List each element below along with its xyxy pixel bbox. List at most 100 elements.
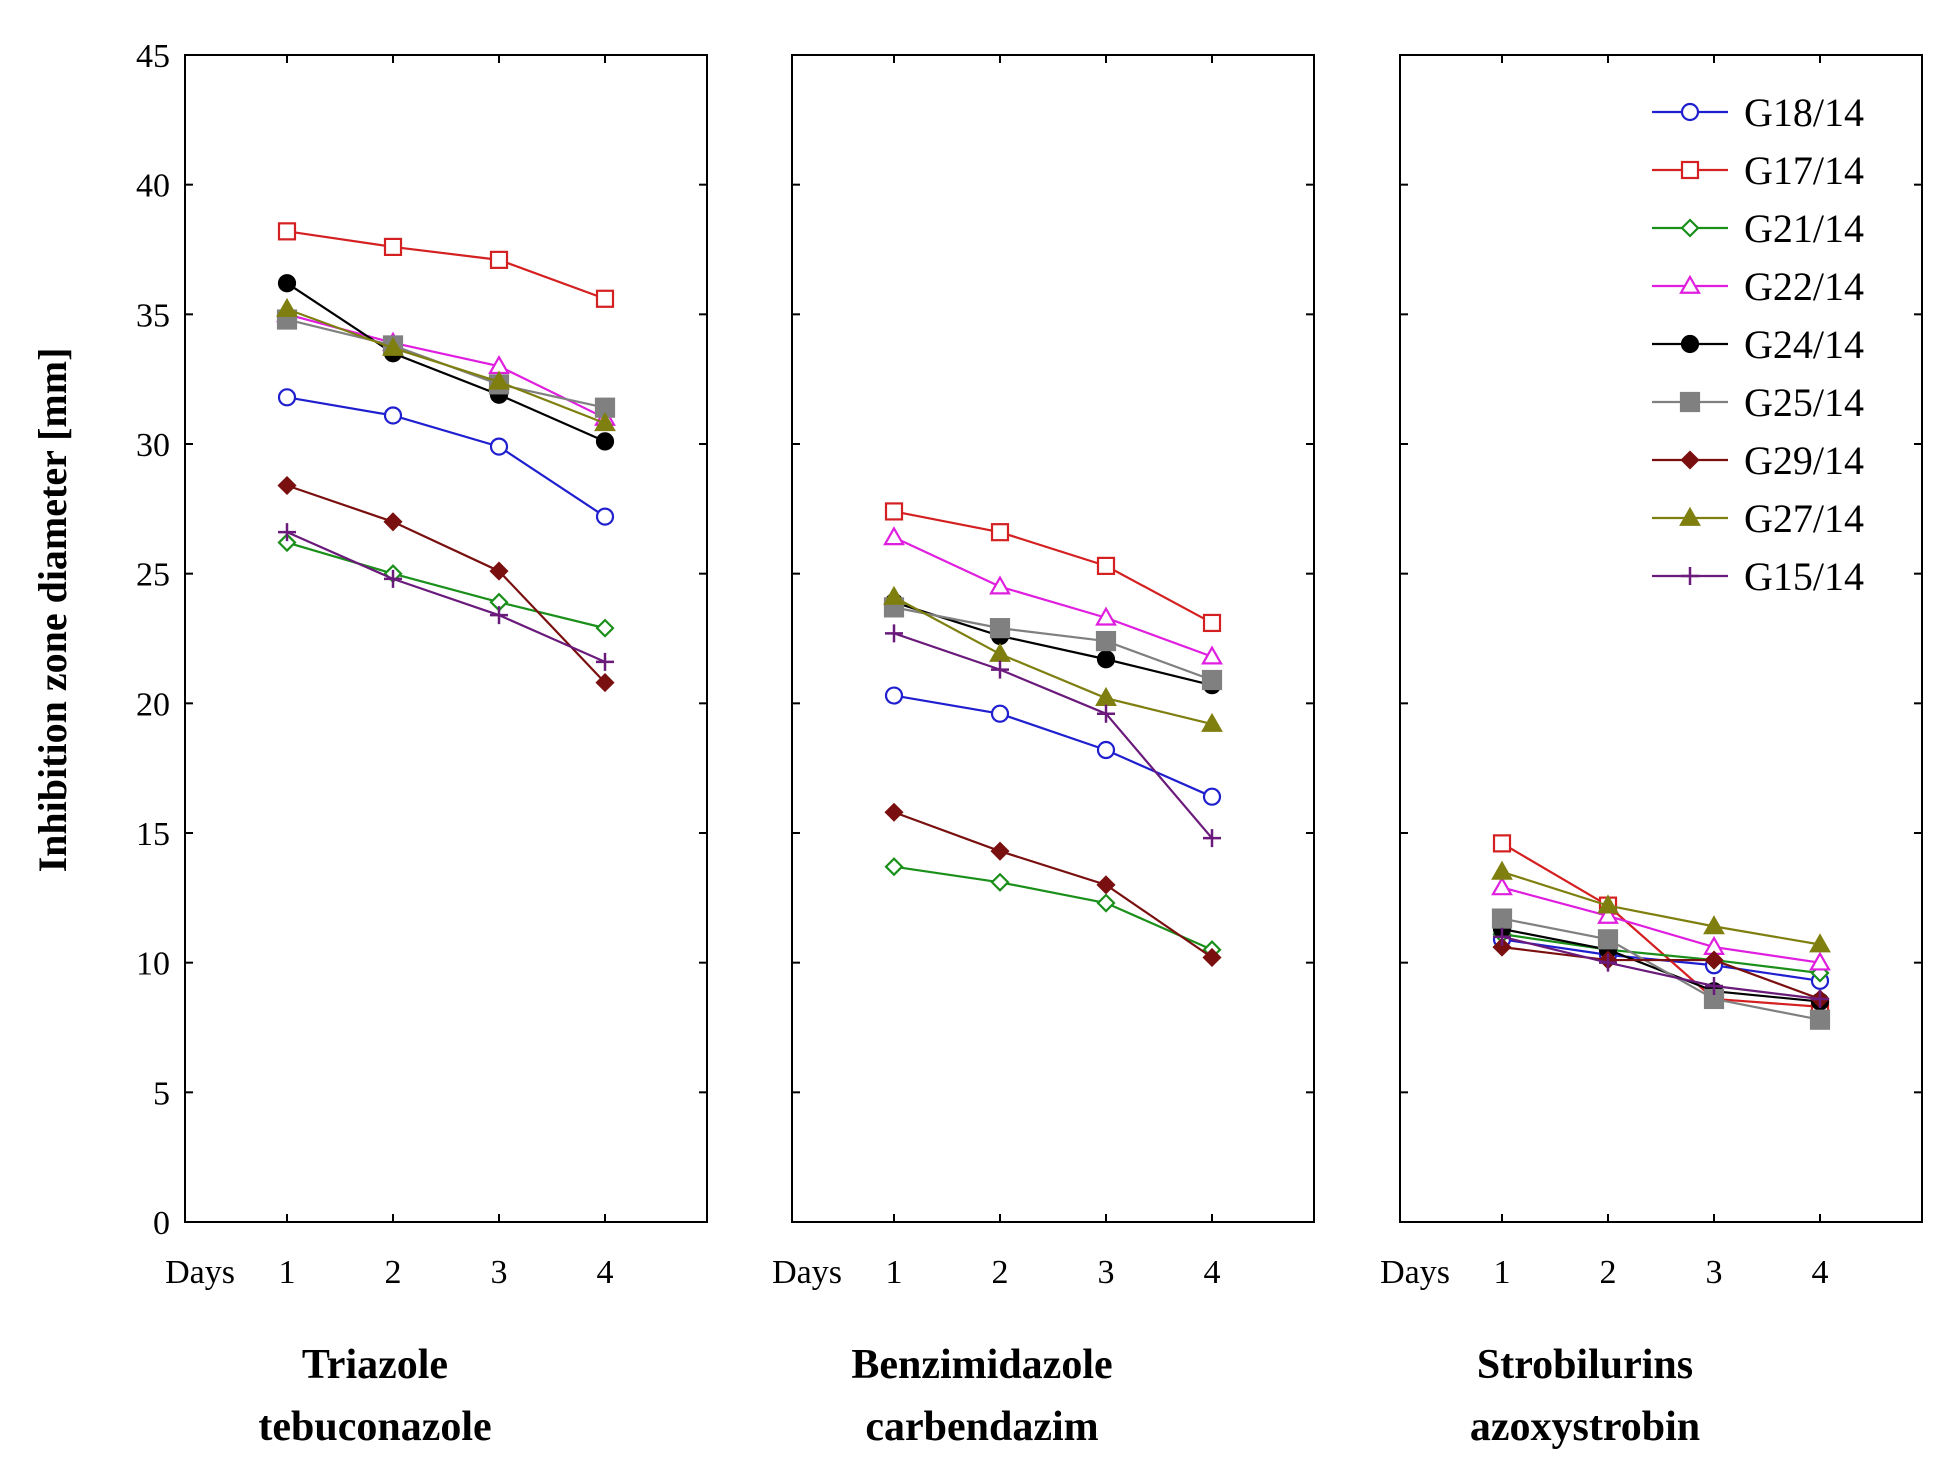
legend-marker	[1681, 567, 1699, 585]
data-point	[1096, 740, 1116, 760]
series-G15-14	[278, 523, 614, 671]
legend-label: G27/14	[1744, 496, 1864, 541]
data-point	[989, 618, 1011, 639]
x-axis-days-label: Days	[165, 1254, 235, 1291]
x-tick-label: 4	[1204, 1254, 1221, 1291]
series-line	[1501, 842, 1821, 1008]
panels-group: 0 5 10 15 20 25 30 35 40 45 1 2 3 4 Days Triazole tebuco…	[136, 38, 1923, 1450]
data-point	[1491, 860, 1513, 880]
series-G27-14	[1491, 860, 1831, 953]
data-point	[1097, 704, 1115, 723]
series-line	[286, 230, 606, 300]
panel-title-line1: Benzimidazole	[851, 1342, 1112, 1388]
data-point	[1203, 829, 1221, 848]
data-point	[1202, 947, 1222, 968]
legend-item-G18-14: G18/14	[1652, 90, 1864, 135]
data-point	[1201, 645, 1223, 665]
series-line	[286, 313, 606, 420]
data-point	[277, 222, 297, 241]
legend-marker	[1680, 160, 1700, 180]
panel-3: 1 2 3 4 Days Strobilurins azoxystrobin	[1380, 54, 1923, 1450]
data-point	[277, 532, 297, 553]
series-line	[1501, 870, 1821, 946]
legend-item-G27-14: G27/14	[1652, 496, 1864, 541]
legend-marker	[1679, 274, 1701, 294]
legend-label: G15/14	[1744, 554, 1864, 599]
data-point	[1096, 556, 1116, 575]
y-tick-label: 25	[136, 557, 170, 594]
data-point	[885, 624, 903, 643]
x-axis-days-label: Days	[1380, 1254, 1450, 1291]
data-point	[383, 406, 403, 425]
data-point	[489, 437, 509, 456]
data-point	[990, 841, 1010, 861]
x-axis-days-label: Days	[772, 1254, 842, 1291]
series-line	[1501, 933, 1821, 975]
series-line	[286, 396, 606, 518]
series-line	[1501, 935, 1821, 1001]
data-point	[595, 289, 615, 308]
plot-frame	[184, 54, 708, 1223]
data-point	[989, 575, 1011, 595]
series-line	[286, 541, 606, 630]
y-axis-label: Inhibition zone diameter [mm]	[30, 348, 75, 873]
data-point	[1809, 951, 1831, 971]
data-point	[990, 704, 1010, 723]
series-G17-14	[884, 502, 1222, 633]
data-point	[1202, 787, 1222, 806]
series-line	[893, 601, 1213, 687]
data-point	[1809, 933, 1831, 953]
series-G17-14	[277, 222, 615, 308]
x-tick-label: 4	[597, 1254, 614, 1291]
data-point	[884, 502, 904, 521]
y-tick-label: 45	[136, 38, 170, 75]
legend-label: G21/14	[1744, 206, 1864, 251]
series-line	[893, 536, 1213, 658]
series-G25-14	[1491, 908, 1831, 1030]
data-point	[1492, 937, 1512, 957]
data-point	[595, 673, 615, 693]
data-point	[595, 432, 615, 451]
data-point	[990, 523, 1010, 542]
y-tick-label: 20	[136, 686, 170, 723]
series-G27-14	[883, 585, 1223, 732]
series-G21-14	[277, 532, 615, 638]
y-tick-label: 5	[153, 1075, 170, 1112]
legend-item-G29-14: G29/14	[1652, 438, 1864, 483]
y-tick-label: 30	[136, 427, 170, 464]
series-line	[1501, 886, 1821, 964]
x-tick-label: 2	[385, 1254, 402, 1291]
data-point	[883, 585, 905, 605]
data-point	[277, 388, 297, 407]
series-line	[286, 531, 606, 663]
data-point	[489, 250, 509, 269]
legend-label: G18/14	[1744, 90, 1864, 135]
series-G17-14	[1492, 834, 1830, 1016]
legend-item-G17-14: G17/14	[1652, 148, 1864, 193]
x-tick-label: 3	[1706, 1254, 1723, 1291]
data-point	[488, 370, 510, 390]
series-G24-14	[277, 274, 615, 451]
series-G29-14	[884, 802, 1222, 968]
legend-item-G15-14: G15/14	[1652, 554, 1864, 599]
series-line	[893, 811, 1213, 959]
data-point	[1095, 606, 1117, 626]
legend-marker	[1680, 334, 1700, 354]
y-tick-label: 35	[136, 297, 170, 334]
series-line	[893, 865, 1213, 951]
data-point	[383, 237, 403, 257]
legend-marker	[1679, 391, 1701, 413]
data-point	[1597, 904, 1619, 924]
data-point	[884, 686, 904, 705]
series-line	[893, 632, 1213, 839]
data-point	[1703, 915, 1725, 935]
data-point	[884, 857, 904, 877]
panel-2: 1 2 3 4 Days Benzimidazole carbendazim	[772, 54, 1315, 1450]
y-tick-label: 10	[136, 946, 170, 983]
legend-marker	[1680, 102, 1700, 122]
series-G18-14	[884, 686, 1222, 806]
panel-title-line2: azoxystrobin	[1470, 1404, 1700, 1450]
plot-frame	[1399, 54, 1923, 1223]
legend-item-G25-14: G25/14	[1652, 380, 1864, 425]
legend-item-G24-14: G24/14	[1652, 322, 1864, 367]
